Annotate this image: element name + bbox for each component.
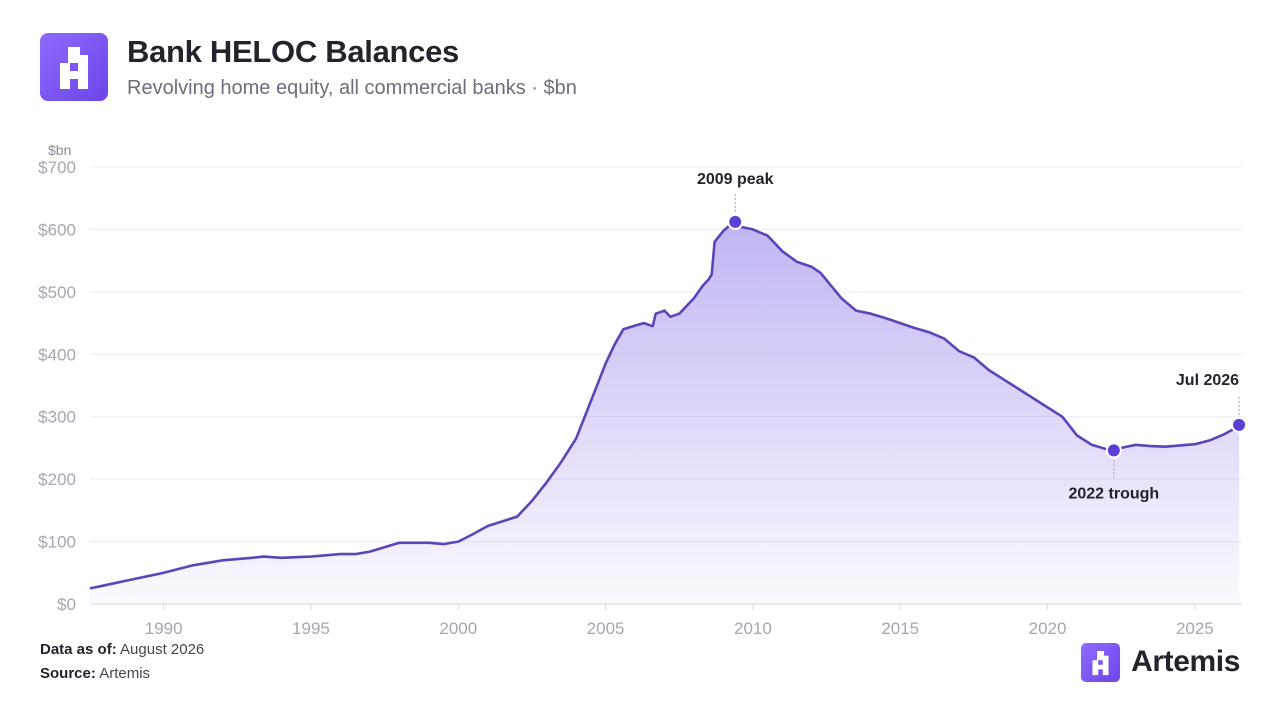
annotation-label: Jul 2026 (1176, 372, 1239, 389)
annotation-label: 2009 peak (697, 171, 774, 188)
chart-subtitle: Revolving home equity, all commercial ba… (127, 77, 577, 99)
data-as-of-label: Data as of: (40, 641, 117, 658)
x-tick-label: 1990 (145, 619, 183, 638)
y-tick-label: $600 (38, 220, 76, 239)
x-tick-label: 2025 (1176, 619, 1214, 638)
source: Source: Artemis (40, 665, 150, 682)
x-tick-label: 2015 (881, 619, 919, 638)
artemis-logo-icon (40, 33, 108, 101)
x-tick-label: 1995 (292, 619, 330, 638)
x-tick-label: 2005 (587, 619, 625, 638)
artemis-brand-icon (1081, 642, 1121, 682)
x-tick-label: 2020 (1029, 619, 1067, 638)
y-tick-label: $200 (38, 470, 76, 489)
chart-title: Bank HELOC Balances (127, 34, 459, 69)
y-tick-label: $400 (38, 345, 76, 364)
source-label: Source: (40, 665, 96, 682)
annotation-marker (727, 213, 744, 230)
annotation-marker (1231, 416, 1248, 433)
y-tick-label: $100 (38, 533, 76, 552)
chart-svg: $bn $0 $100 $200 $300 $400 $500 $600 $700 1990 199… (38, 142, 1248, 638)
y-tick-label: $0 (57, 595, 76, 614)
area-fill (90, 223, 1240, 604)
data-as-of-value: August 2026 (120, 641, 205, 658)
source-value: Artemis (99, 665, 151, 682)
y-tick-label: $300 (38, 408, 76, 427)
annotation-marker (1105, 442, 1122, 459)
annotation-label: 2022 trough (1068, 485, 1159, 502)
x-tick-label: 2010 (734, 619, 772, 638)
brand-mark: Artemis (1081, 642, 1240, 682)
x-tick-label: 2000 (439, 619, 477, 638)
data-as-of: Data as of: August 2026 (40, 641, 204, 658)
y-tick-label: $700 (38, 158, 76, 177)
y-tick-label: $500 (38, 283, 76, 302)
series-line (89, 221, 1240, 590)
y-unit-label: $bn (48, 142, 71, 158)
brand-name: Artemis (1131, 645, 1240, 678)
